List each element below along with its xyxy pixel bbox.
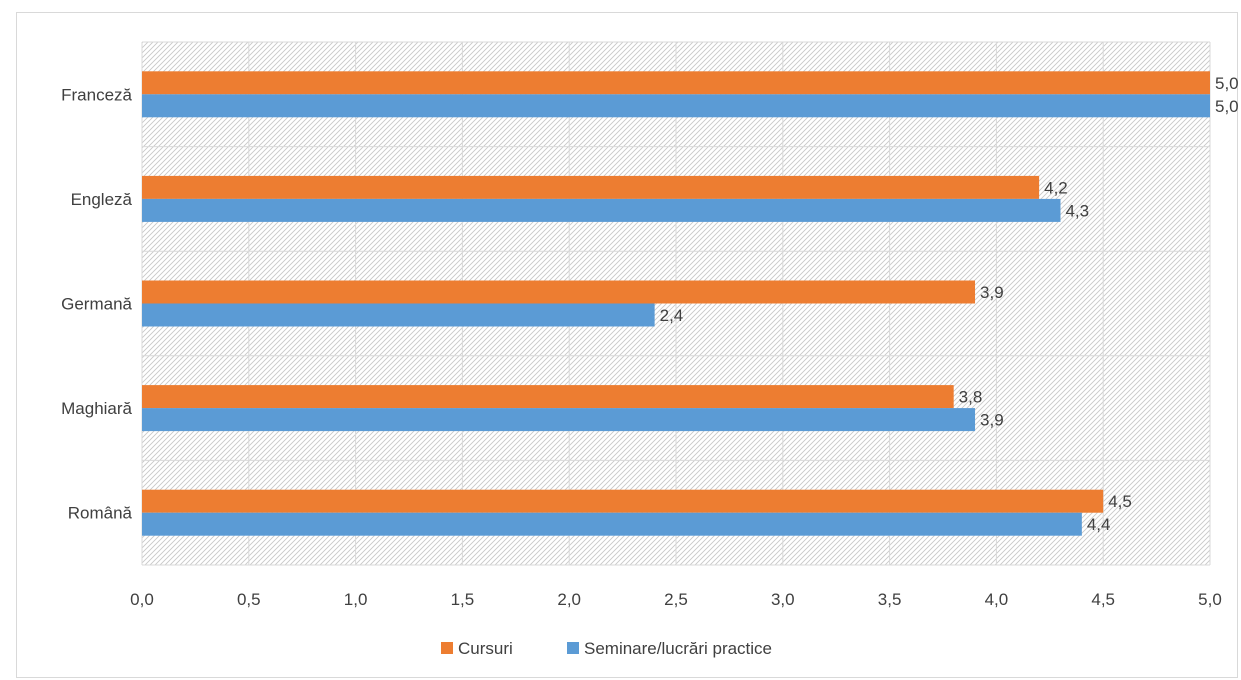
- bars-group: [142, 71, 1210, 536]
- bar-cursuri: [142, 489, 1104, 513]
- bar-cursuri: [142, 175, 1040, 199]
- data-label: 3,8: [959, 388, 983, 407]
- data-label: 2,4: [660, 306, 684, 325]
- bar-seminare: [142, 198, 1061, 222]
- data-label: 5,0: [1215, 74, 1239, 93]
- data-label: 3,9: [980, 283, 1004, 302]
- category-label: Engleză: [71, 190, 133, 209]
- bar-cursuri: [142, 71, 1210, 95]
- category-labels-group: Română Maghiară Germană Engleză Franceză: [61, 85, 132, 522]
- legend-label: Seminare/lucrări practice: [584, 639, 772, 658]
- data-label: 4,3: [1065, 201, 1089, 220]
- data-label: 4,5: [1108, 492, 1132, 511]
- x-tick-label: 1,0: [344, 590, 368, 609]
- bar-seminare: [142, 94, 1210, 118]
- bar-seminare: [142, 303, 655, 327]
- x-tick-label: 2,5: [664, 590, 688, 609]
- x-tick-label: 0,5: [237, 590, 261, 609]
- category-label: Maghiară: [61, 399, 132, 418]
- category-label: Germană: [61, 295, 132, 314]
- category-label: Franceză: [61, 85, 132, 104]
- legend[interactable]: Cursuri Seminare/lucrări practice: [441, 639, 772, 658]
- x-tick-label: 1,5: [451, 590, 475, 609]
- category-label: Română: [68, 504, 133, 523]
- data-label: 3,9: [980, 411, 1004, 430]
- data-label: 5,0: [1215, 97, 1239, 116]
- bar-seminare: [142, 512, 1082, 536]
- gridlines: [141, 41, 1211, 566]
- x-tick-label: 3,0: [771, 590, 795, 609]
- data-label: 4,2: [1044, 178, 1068, 197]
- x-tick-label: 3,5: [878, 590, 902, 609]
- legend-label: Cursuri: [458, 639, 513, 658]
- bar-cursuri: [142, 385, 954, 409]
- data-label: 4,4: [1087, 515, 1111, 534]
- x-tick-label: 4,5: [1091, 590, 1115, 609]
- data-labels-group: 4,5 4,4 3,8 3,9 3,9 2,4 4,2 4,3 5,0 5,0: [660, 74, 1239, 534]
- legend-swatch: [441, 642, 453, 654]
- x-tick-label: 5,0: [1198, 590, 1222, 609]
- x-tick-label: 0,0: [130, 590, 154, 609]
- x-tick-labels-group: 0,0 0,5 1,0 1,5 2,0 2,5 3,0 3,5 4,0 4,5 5,0: [130, 590, 1222, 609]
- x-tick-label: 4,0: [985, 590, 1009, 609]
- bar-seminare: [142, 408, 976, 432]
- legend-swatch: [567, 642, 579, 654]
- bar-cursuri: [142, 280, 976, 304]
- chart-frame: [16, 12, 1238, 678]
- x-tick-label: 2,0: [557, 590, 581, 609]
